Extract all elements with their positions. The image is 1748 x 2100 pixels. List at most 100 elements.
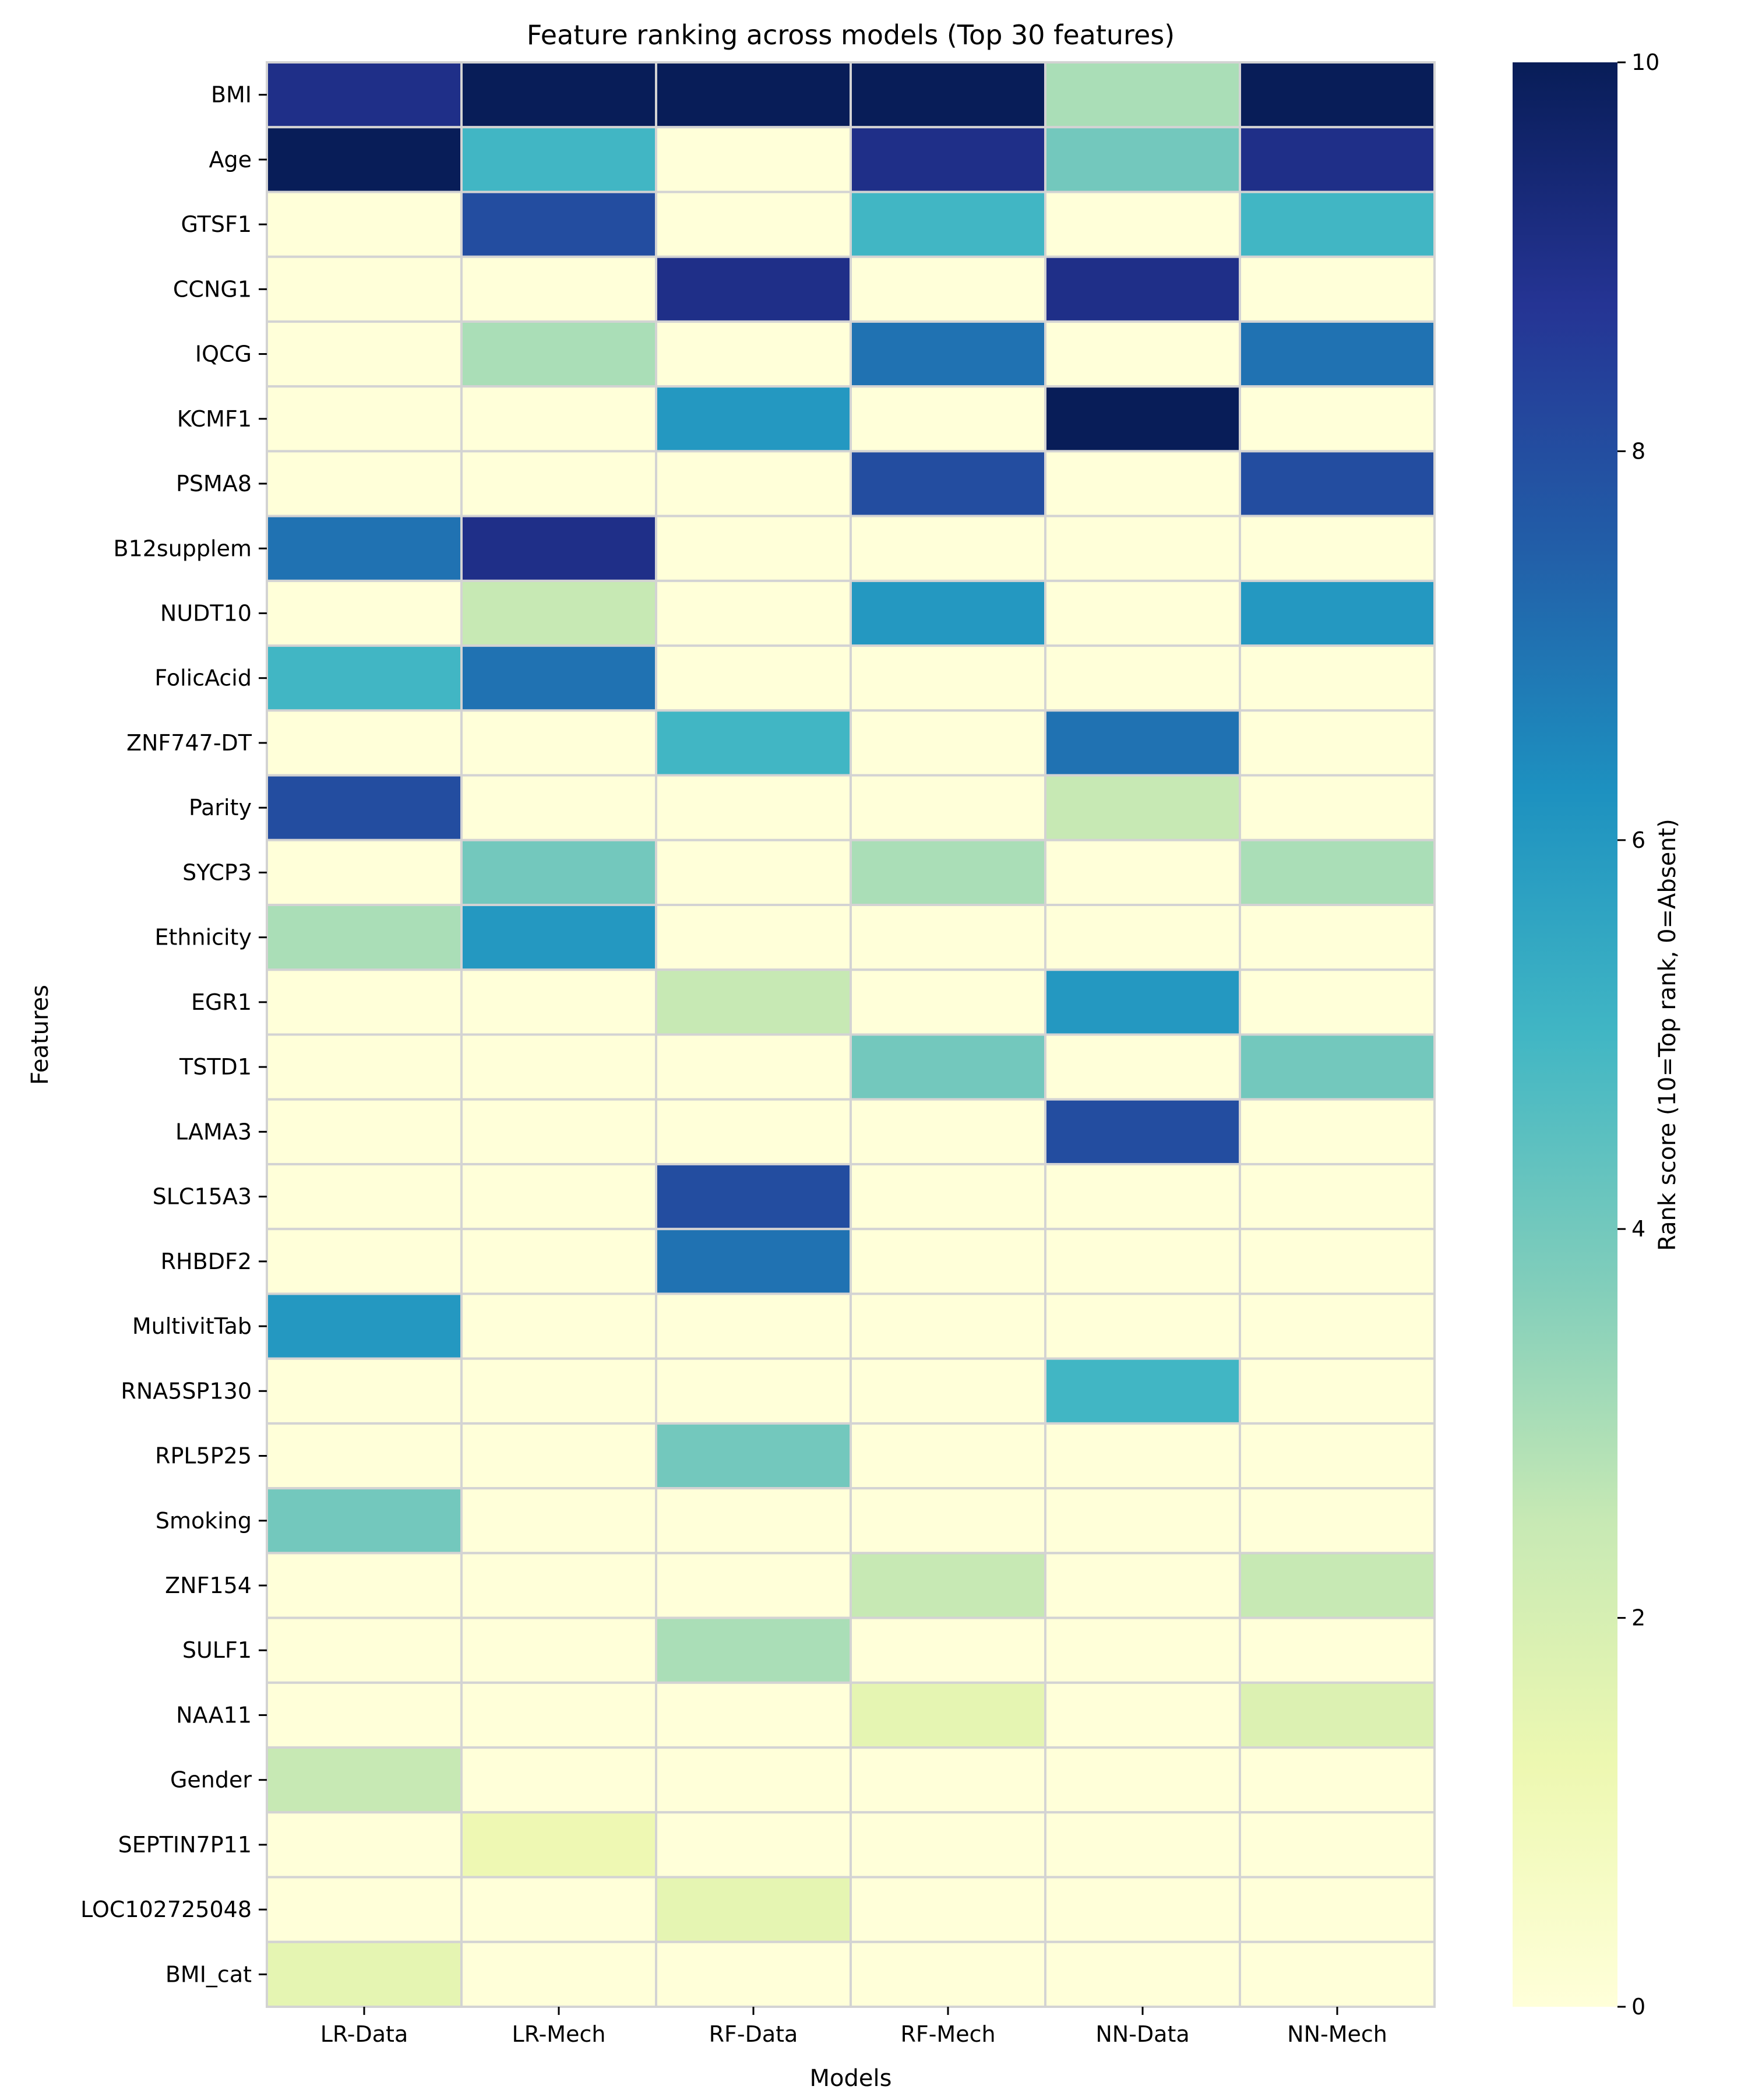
colorbar-gradient — [1513, 62, 1617, 2007]
heatmap-cell — [850, 1552, 1046, 1619]
heatmap-cell — [850, 1162, 1046, 1231]
colorbar-tick-label: 8 — [1631, 438, 1645, 464]
y-tick-label: BMI_cat — [165, 1961, 252, 1987]
heatmap-cell — [1044, 320, 1241, 388]
heatmap-cell — [1239, 1422, 1436, 1490]
heatmap-cell — [850, 1940, 1046, 2008]
heatmap-cell — [460, 1746, 657, 1814]
heatmap-cell — [460, 1357, 657, 1425]
heatmap-cell — [1239, 1357, 1436, 1425]
heatmap-cell — [460, 191, 657, 258]
heatmap-cell — [460, 126, 657, 193]
x-tick-label: LR-Data — [320, 2021, 408, 2047]
heatmap-cell — [266, 515, 463, 582]
heatmap-cell — [266, 1033, 463, 1101]
heatmap-cell — [1044, 644, 1241, 712]
heatmap-cell — [1044, 709, 1241, 777]
heatmap-cell — [460, 1616, 657, 1684]
y-tick-label: ZNF747-DT — [126, 730, 252, 756]
y-tick-label: EGR1 — [191, 989, 252, 1015]
heatmap-cell — [850, 644, 1046, 712]
heatmap-cell — [655, 1487, 852, 1555]
heatmap-cell — [266, 838, 463, 907]
heatmap-cell — [1044, 255, 1241, 323]
colorbar-label: Rank score (10=Top rank, 0=Absent) — [1654, 819, 1681, 1251]
y-tick-label: RHBDF2 — [161, 1249, 252, 1274]
heatmap-cell — [266, 1487, 463, 1555]
heatmap-cell — [1239, 1940, 1436, 2008]
heatmap-cell — [850, 320, 1046, 388]
heatmap-cell — [655, 968, 852, 1036]
heatmap-cell — [1239, 385, 1436, 453]
heatmap-cell — [460, 320, 657, 388]
heatmap-cell — [460, 904, 657, 971]
y-tick-label: Smoking — [156, 1508, 252, 1534]
heatmap-cell — [850, 709, 1046, 777]
heatmap-cell — [1044, 126, 1241, 193]
heatmap-cell — [1239, 1681, 1436, 1749]
heatmap-cell — [460, 1876, 657, 1943]
heatmap-cell — [266, 1162, 463, 1231]
heatmap-cell — [460, 644, 657, 712]
heatmap-cell — [850, 1098, 1046, 1165]
heatmap-cell — [266, 61, 463, 129]
heatmap-cell — [655, 450, 852, 517]
heatmap-cell — [1239, 61, 1436, 129]
heatmap-cell — [850, 515, 1046, 582]
y-tick-label: Parity — [189, 795, 252, 820]
heatmap-cell — [460, 968, 657, 1036]
heatmap-cell — [1044, 838, 1241, 907]
heatmap-cell — [655, 579, 852, 647]
heatmap-cell — [460, 515, 657, 582]
heatmap-cell — [1239, 904, 1436, 971]
heatmap-cell — [460, 255, 657, 323]
heatmap-cell — [1044, 1162, 1241, 1231]
heatmap-cell — [655, 1811, 852, 1879]
x-tick-label: NN-Data — [1095, 2021, 1189, 2047]
x-tick-label: LR-Mech — [512, 2021, 606, 2047]
y-tick-label: NUDT10 — [160, 600, 252, 626]
heatmap-cells — [266, 61, 1436, 2008]
heatmap-cell — [1044, 1746, 1241, 1814]
heatmap-cell — [655, 1357, 852, 1425]
heatmap-cell — [460, 385, 657, 453]
heatmap-cell — [850, 1811, 1046, 1879]
heatmap-cell — [266, 1422, 463, 1490]
heatmap-cell — [1044, 579, 1241, 647]
heatmap-cell — [655, 1616, 852, 1684]
heatmap-cell — [460, 774, 657, 841]
y-tick-label: LAMA3 — [175, 1119, 252, 1144]
heatmap-cell — [850, 126, 1046, 193]
heatmap-cell — [1044, 1098, 1241, 1165]
heatmap-cell — [1044, 191, 1241, 258]
heatmap-cell — [1239, 774, 1436, 841]
y-tick-label: PSMA8 — [176, 471, 252, 496]
heatmap-cell — [850, 1033, 1046, 1101]
heatmap-cell — [460, 1098, 657, 1165]
colorbar-tick-label: 10 — [1631, 50, 1659, 75]
heatmap-cell — [1044, 1357, 1241, 1425]
heatmap-cell — [266, 1616, 463, 1684]
heatmap-cell — [850, 1357, 1046, 1425]
heatmap-cell — [1044, 1487, 1241, 1555]
heatmap-cell — [655, 1292, 852, 1360]
y-tick-label: TSTD1 — [179, 1054, 252, 1080]
heatmap-cell — [1239, 320, 1436, 388]
heatmap-cell — [1239, 126, 1436, 193]
y-tick-label: GTSF1 — [181, 212, 252, 237]
heatmap-cell — [1044, 1033, 1241, 1101]
heatmap-cell — [1239, 191, 1436, 258]
heatmap-cell — [460, 1552, 657, 1619]
heatmap-cell — [850, 61, 1046, 129]
y-tick-label: KCMF1 — [177, 406, 252, 432]
heatmap-cell — [266, 255, 463, 323]
heatmap-cell — [266, 1746, 463, 1814]
heatmap-cell — [460, 61, 657, 129]
heatmap-cell — [460, 1681, 657, 1749]
heatmap-cell — [1044, 515, 1241, 582]
heatmap-cell — [460, 450, 657, 517]
heatmap-cell — [460, 1228, 657, 1295]
y-tick-label: Ethnicity — [155, 925, 252, 950]
heatmap-cell — [655, 191, 852, 258]
